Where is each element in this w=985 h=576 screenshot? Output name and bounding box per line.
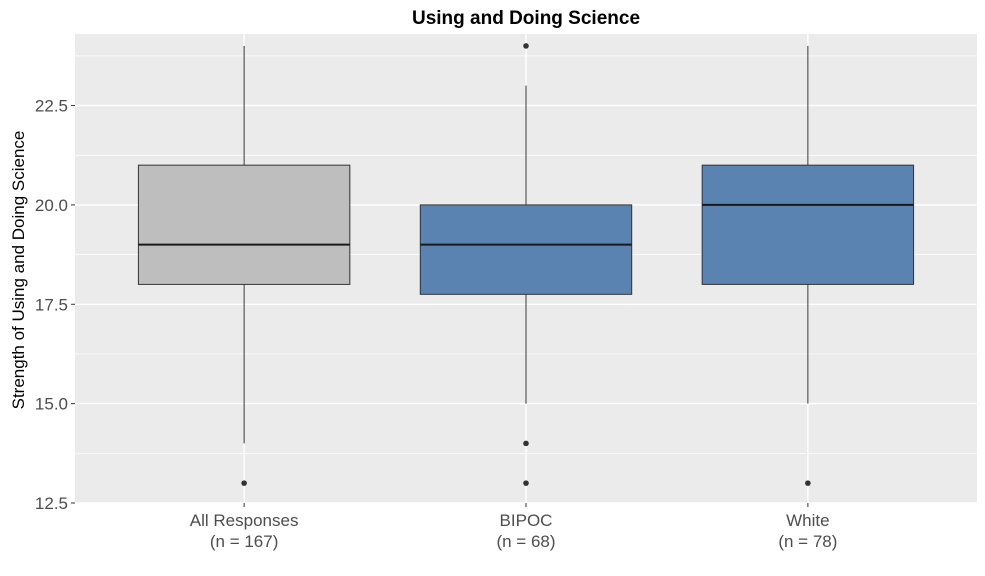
x-axis: All Responses (n = 167) BIPOC (n = 68) White…	[190, 503, 837, 551]
box-bipoc	[419, 43, 633, 486]
y-axis-label: Strength of Using and Doing Science	[9, 131, 28, 410]
box-all-responses	[137, 45, 351, 486]
y-tick-label: 22.5	[35, 97, 68, 116]
y-tick-label: 20.0	[35, 196, 68, 215]
y-tick-label: 15.0	[35, 395, 68, 414]
x-tick-count: (n = 78)	[778, 532, 837, 551]
box-white	[701, 45, 915, 486]
y-axis: 12.5 15.0 17.5 20.0 22.5	[35, 97, 75, 513]
y-tick-label: 12.5	[35, 494, 68, 513]
x-tick-label: White	[786, 511, 829, 530]
outlier-point	[241, 480, 247, 486]
outlier-point	[523, 480, 529, 486]
x-tick-label: All Responses	[190, 511, 299, 530]
x-tick-label: BIPOC	[500, 511, 553, 530]
boxes	[137, 43, 915, 486]
box-iqr	[419, 204, 633, 295]
chart-title: Using and Doing Science	[412, 8, 640, 29]
y-tick-label: 17.5	[35, 295, 68, 314]
box-iqr	[137, 164, 351, 285]
outlier-point	[523, 43, 529, 49]
outlier-point	[805, 480, 811, 486]
outlier-point	[523, 440, 529, 447]
x-tick-count: (n = 167)	[210, 532, 279, 551]
x-tick-count: (n = 68)	[496, 532, 555, 551]
box-iqr	[701, 164, 915, 285]
